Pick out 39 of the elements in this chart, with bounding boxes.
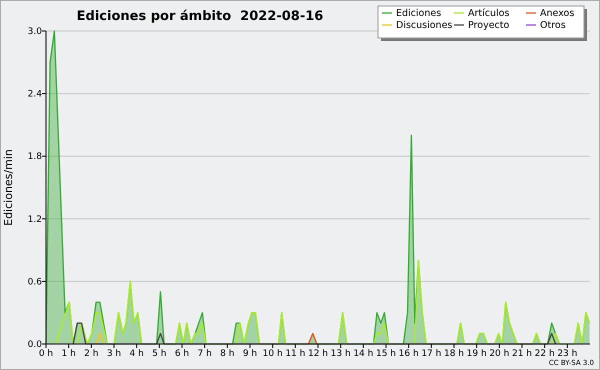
x-tick-label: 0 h xyxy=(38,349,54,359)
legend-label: Proyecto xyxy=(468,20,510,31)
x-tick-label: 19 h xyxy=(466,349,487,359)
y-tick-label: 0.0 xyxy=(28,340,42,350)
x-tick-label: 16 h xyxy=(398,349,419,359)
x-tick-label: 23 h xyxy=(557,349,578,359)
x-tick-label: 9 h xyxy=(242,349,258,359)
x-tick-label: 13 h xyxy=(330,349,351,359)
y-axis-title: Ediciones/min xyxy=(2,149,15,226)
x-tick-label: 10 h xyxy=(262,349,283,359)
x-tick-label: 4 h xyxy=(130,349,144,359)
x-tick-label: 21 h xyxy=(512,349,532,359)
x-tick-label: 1 h xyxy=(62,349,76,359)
x-tick-label: 22 h xyxy=(534,349,555,359)
x-tick-label: 12 h xyxy=(308,349,328,359)
y-tick-label: 2.4 xyxy=(28,90,42,100)
legend-label: Artículos xyxy=(468,8,510,19)
legend-label: Discusiones xyxy=(396,20,452,31)
y-tick-label: 1.8 xyxy=(28,152,42,162)
x-tick-label: 20 h xyxy=(489,349,510,359)
x-tick-label: 14 h xyxy=(353,349,374,359)
x-tick-label: 15 h xyxy=(376,349,396,359)
x-tick-label: 7 h xyxy=(198,349,212,359)
legend-label: Otros xyxy=(540,20,566,31)
x-tick-label: 8 h xyxy=(220,349,234,359)
x-tick-label: 6 h xyxy=(174,349,190,359)
x-tick-label: 2 h xyxy=(84,349,98,359)
line-series xyxy=(55,260,590,345)
legend-label: Anexos xyxy=(540,8,574,19)
x-tick-label: 18 h xyxy=(444,349,464,359)
x-tick-label: 17 h xyxy=(421,349,442,359)
y-tick-label: 3.0 xyxy=(28,27,42,37)
chart-title: Ediciones por ámbito 2022-08-16 xyxy=(76,9,324,24)
x-tick-label: 3 h xyxy=(106,349,122,359)
y-tick-label: 1.2 xyxy=(28,214,42,225)
y-tick-label: 0.6 xyxy=(28,277,42,288)
x-tick-label: 11 h xyxy=(285,349,306,359)
x-tick-label: 5 h xyxy=(152,349,166,359)
legend-label: Ediciones xyxy=(396,8,442,19)
